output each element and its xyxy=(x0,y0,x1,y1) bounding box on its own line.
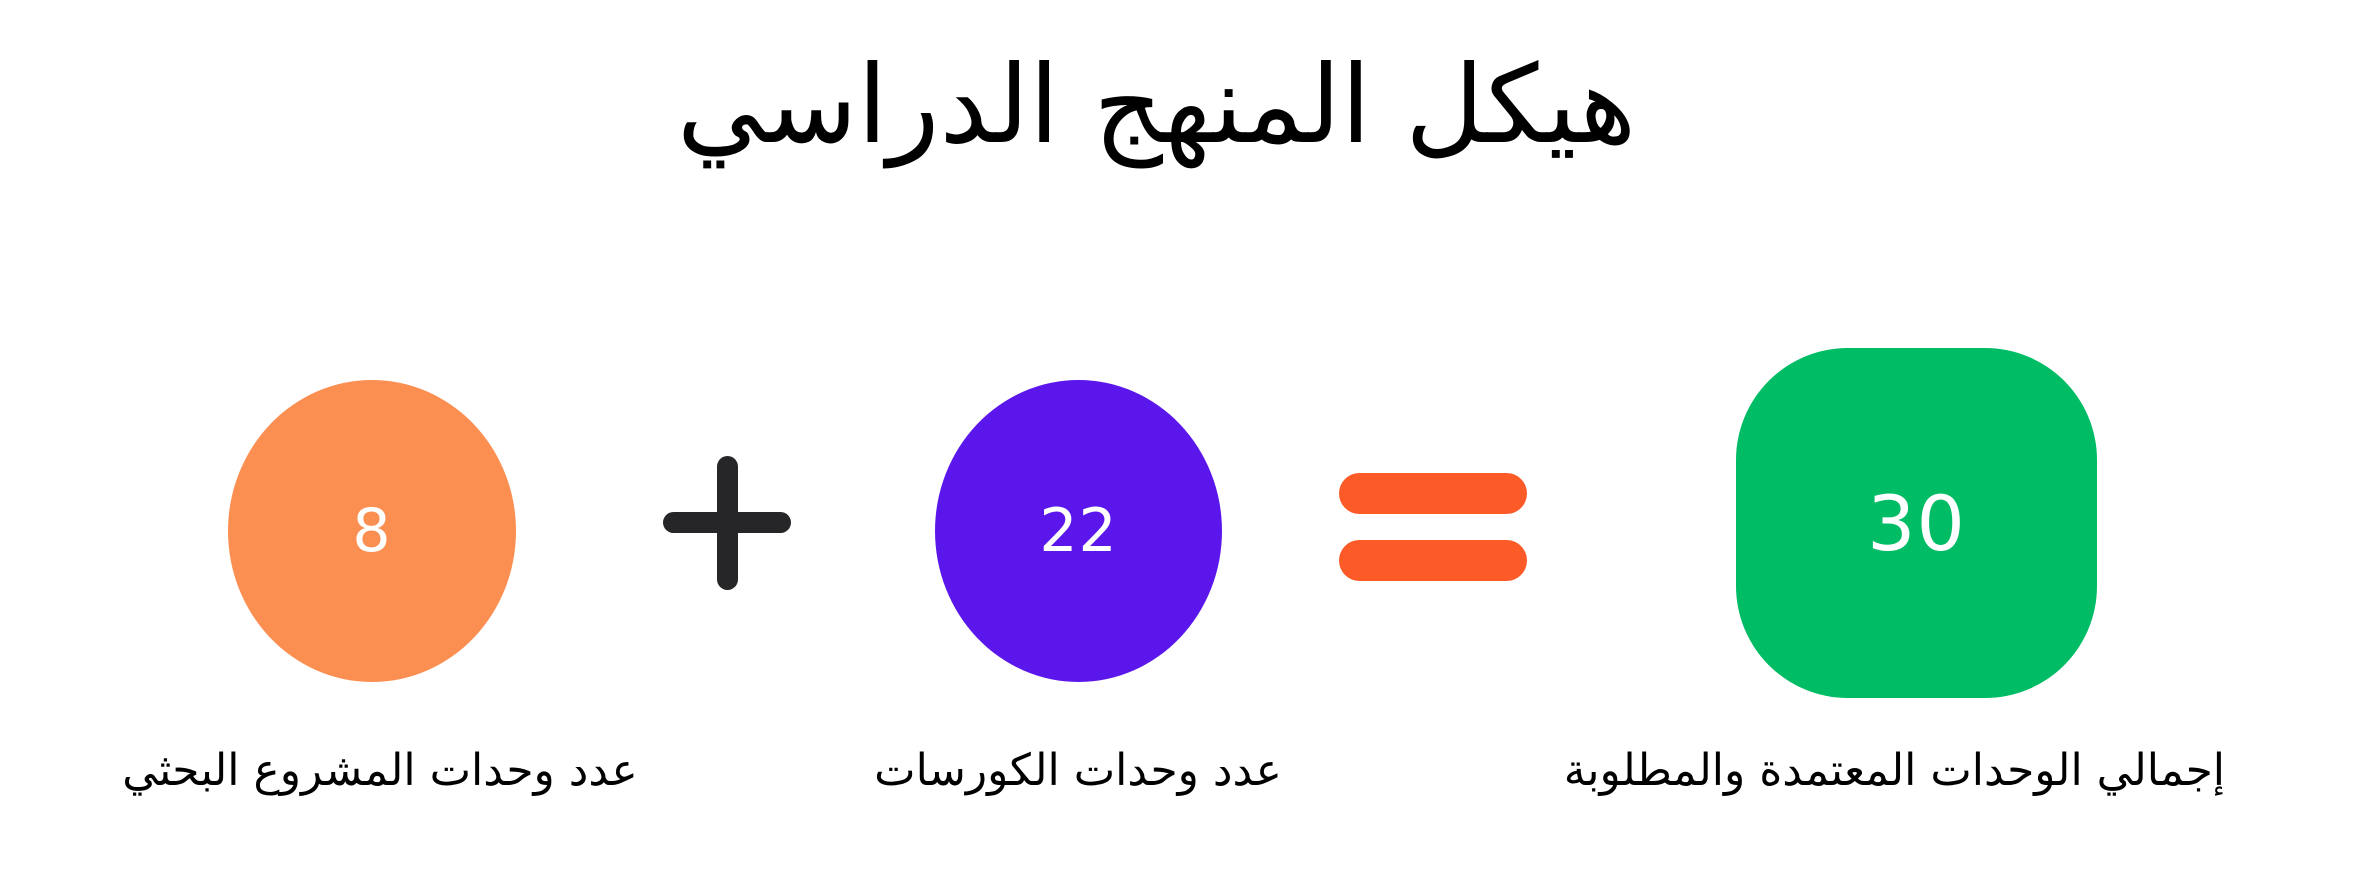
equals-icon xyxy=(1339,473,1527,581)
research-units-circle: 8 xyxy=(228,380,516,682)
total-units-label: إجمالي الوحدات المعتمدة والمطلوبة xyxy=(1563,745,2225,796)
page-title: هيكل المنهج الدراسي xyxy=(676,43,1637,168)
research-units-label: عدد وحدات المشروع البحثي xyxy=(122,745,638,796)
equals-icon-bottom-bar xyxy=(1339,540,1527,581)
equals-icon-top-bar xyxy=(1339,473,1527,514)
total-units-square: 30 xyxy=(1736,348,2097,698)
plus-icon xyxy=(663,456,791,590)
course-units-circle: 22 xyxy=(935,380,1222,682)
course-units-label: عدد وحدات الكورسات xyxy=(874,745,1282,796)
course-units-value: 22 xyxy=(1039,496,1118,566)
research-units-value: 8 xyxy=(352,496,392,566)
total-units-value: 30 xyxy=(1867,478,1966,568)
plus-icon-vertical-bar xyxy=(717,456,738,590)
